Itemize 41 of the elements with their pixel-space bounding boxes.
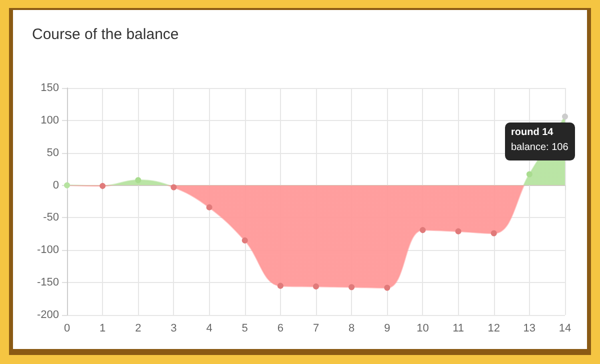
y-tick-label: -150 [36, 276, 59, 289]
point [348, 284, 355, 290]
point [455, 228, 462, 234]
y-tick-label: 150 [40, 82, 59, 94]
point [384, 284, 390, 291]
y-tick-label: -50 [43, 212, 59, 224]
y-tick-label: -100 [36, 244, 59, 256]
y-tick-label: 50 [46, 146, 59, 159]
point [490, 230, 497, 236]
x-tick-label: 4 [206, 322, 212, 334]
point [242, 237, 248, 244]
x-tick-label: 1 [100, 322, 106, 334]
point [526, 171, 532, 178]
x-tick-label: 7 [312, 322, 320, 334]
x-tick-label: 11 [452, 322, 464, 334]
point [100, 182, 106, 189]
y-tick-label: -200 [36, 309, 59, 321]
annotation: balance: 106 [511, 142, 569, 154]
point [277, 282, 284, 289]
x-tick-label: 12 [488, 322, 500, 334]
y-tick-label: 100 [40, 114, 59, 126]
x-tick-label: 8 [348, 322, 355, 334]
x-tick-label: 2 [135, 322, 142, 334]
x-tick-label: 5 [242, 322, 248, 334]
point [206, 204, 212, 210]
point [420, 227, 426, 234]
point [170, 184, 177, 190]
chart-title: Course of the balance [32, 26, 179, 43]
annotation: round 14 [511, 127, 554, 138]
x-tick-label: 13 [523, 322, 536, 334]
x-tick-label: 14 [558, 322, 572, 334]
x-tick-label: 10 [416, 322, 429, 334]
x-tick-label: 3 [170, 322, 177, 334]
x-tick-label: 9 [384, 322, 390, 334]
x-tick-label: 6 [277, 322, 284, 334]
y-tick-label: 0 [52, 179, 59, 192]
x-tick-label: 0 [64, 322, 70, 334]
point [135, 177, 142, 184]
point [313, 283, 319, 290]
point [64, 182, 70, 188]
point [562, 114, 568, 120]
